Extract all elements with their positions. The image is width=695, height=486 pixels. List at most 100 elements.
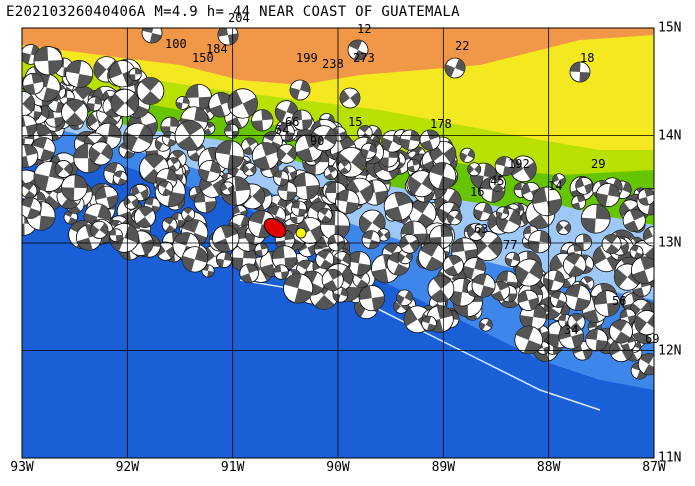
focal-mechanism xyxy=(517,289,539,311)
event-mechanism xyxy=(263,217,287,239)
focal-mechanism xyxy=(571,195,587,210)
focal-mechanism xyxy=(181,246,208,273)
depth-label: 69 xyxy=(645,332,659,346)
focal-mechanism xyxy=(347,39,369,61)
focal-mechanism xyxy=(136,77,165,105)
focal-mechanism xyxy=(585,328,609,352)
focal-mechanism xyxy=(569,61,591,83)
epicenter-marker xyxy=(295,227,307,239)
focal-mechanism xyxy=(60,174,88,201)
focal-mechanism xyxy=(310,125,337,152)
focal-mechanism xyxy=(273,170,290,187)
longitude-label: 93W xyxy=(10,460,34,475)
focal-mechanism xyxy=(33,46,63,76)
depth-label: 184 xyxy=(206,42,228,56)
depth-label: 238 xyxy=(322,57,344,71)
focal-mechanism xyxy=(609,319,633,344)
focal-mechanism xyxy=(634,310,654,336)
focal-mechanism xyxy=(291,109,313,131)
latitude-label: 12N xyxy=(658,343,682,358)
focal-mechanism xyxy=(88,141,113,166)
focal-mechanism xyxy=(220,181,235,196)
focal-mechanism xyxy=(442,254,464,276)
focal-mechanism xyxy=(254,242,269,257)
focal-mechanism xyxy=(567,313,586,332)
focal-mechanism xyxy=(251,142,280,170)
focal-mechanism xyxy=(157,180,174,196)
focal-mechanism xyxy=(489,174,506,192)
focal-mechanism xyxy=(399,129,421,151)
focal-mechanism xyxy=(54,160,73,178)
focal-mechanism xyxy=(601,234,622,254)
focal-mechanism xyxy=(273,264,289,280)
focal-mechanism xyxy=(215,140,245,170)
depth-label: 56 xyxy=(612,294,626,308)
focal-mechanism xyxy=(95,185,119,210)
focal-mechanism xyxy=(378,147,399,168)
depth-label: 12 xyxy=(357,22,371,36)
longitude-label: 88W xyxy=(536,460,561,475)
focal-mechanism xyxy=(515,258,543,287)
focal-mechanism xyxy=(175,96,190,110)
latitude-label: 11N xyxy=(658,450,682,466)
focal-mechanism xyxy=(215,251,233,268)
focal-mechanism xyxy=(428,162,457,190)
focal-mechanism xyxy=(399,233,420,254)
depth-label: 16 xyxy=(470,185,484,199)
focal-mechanism xyxy=(622,208,646,232)
depth-label: 54 xyxy=(275,123,289,137)
focal-mechanism xyxy=(473,202,493,222)
focal-mechanism xyxy=(201,264,215,278)
focal-mechanism xyxy=(315,249,335,269)
focal-mechanism xyxy=(65,60,94,88)
focal-mechanism xyxy=(317,207,333,223)
focal-mechanism xyxy=(447,209,463,226)
focal-mechanism xyxy=(339,87,361,109)
focal-mechanism xyxy=(90,220,109,239)
focal-mechanism xyxy=(532,186,562,217)
depth-label: 178 xyxy=(430,117,452,131)
focal-mechanism xyxy=(637,353,654,376)
focal-mechanism xyxy=(291,200,308,217)
focal-mechanism xyxy=(133,205,156,228)
focal-mechanism xyxy=(361,230,381,250)
focal-mechanism xyxy=(593,290,621,317)
focal-mechanism xyxy=(637,188,654,206)
focal-mechanism xyxy=(580,203,611,234)
focal-mechanism xyxy=(323,166,338,181)
focal-mechanism xyxy=(166,157,181,172)
latitude-label: 13N xyxy=(658,235,682,251)
focal-mechanism xyxy=(642,226,654,247)
depth-label: 63 xyxy=(474,222,488,236)
longitude-label: 87W xyxy=(642,460,666,475)
focal-mechanism xyxy=(596,183,620,208)
longitude-label: 91W xyxy=(220,460,245,475)
focal-mechanism xyxy=(459,147,475,163)
depth-label: 90 xyxy=(310,134,324,148)
focal-mechanism xyxy=(112,170,128,186)
focal-mechanism xyxy=(467,222,486,241)
focal-mechanism xyxy=(251,109,274,132)
focal-mechanism xyxy=(552,173,566,187)
depth-label: 45 xyxy=(490,174,504,188)
longitude-label: 92W xyxy=(115,460,140,475)
focal-mechanism xyxy=(289,79,311,101)
focal-mechanism xyxy=(227,88,258,119)
depth-label: 34 xyxy=(564,323,578,337)
depth-label: 77 xyxy=(503,238,517,252)
focal-mechanism xyxy=(22,72,45,95)
focal-mechanism xyxy=(335,189,360,214)
focal-mechanism xyxy=(504,251,521,268)
focal-mechanism xyxy=(514,325,543,355)
depth-label: 66 xyxy=(285,115,299,129)
focal-mechanism xyxy=(22,144,39,168)
focal-mechanism xyxy=(337,160,352,174)
focal-mechanism xyxy=(471,273,496,298)
focal-mechanism xyxy=(406,158,421,173)
latitude-label: 15N xyxy=(658,20,682,36)
focal-mechanism xyxy=(629,245,644,259)
focal-mechanism xyxy=(128,67,142,81)
depth-label: 100 xyxy=(165,37,187,51)
depth-label: 22 xyxy=(455,39,469,53)
